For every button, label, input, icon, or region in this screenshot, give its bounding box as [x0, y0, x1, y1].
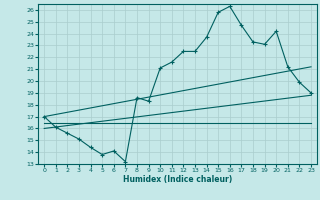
X-axis label: Humidex (Indice chaleur): Humidex (Indice chaleur) [123, 175, 232, 184]
